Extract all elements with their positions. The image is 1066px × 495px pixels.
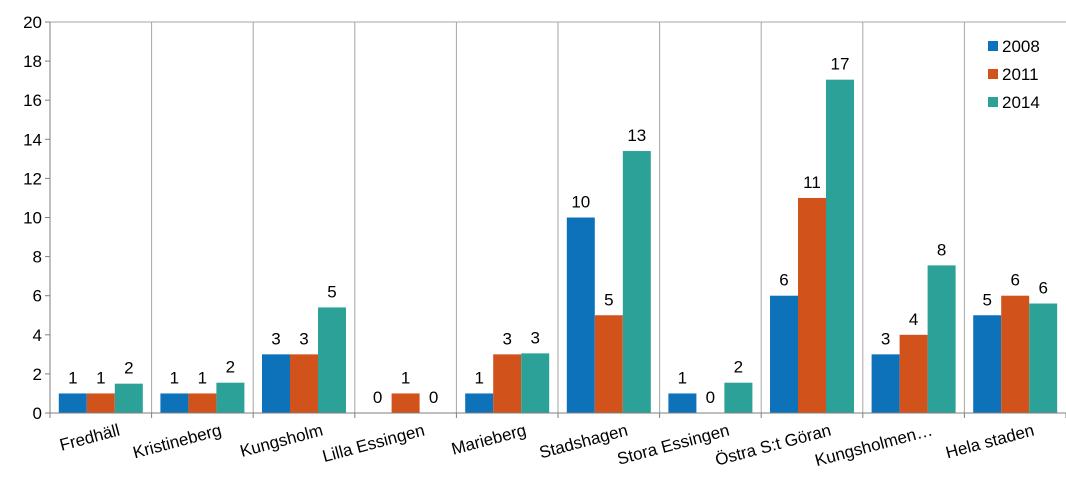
data-label: 0 <box>706 388 715 407</box>
data-label: 1 <box>678 368 687 387</box>
bar <box>899 334 928 413</box>
data-label: 1 <box>96 368 105 387</box>
x-tick-label: Kristineberg <box>131 421 224 463</box>
y-tick-label: 14 <box>23 130 42 149</box>
bar <box>188 393 217 413</box>
data-label: 1 <box>474 368 483 387</box>
y-tick-label: 10 <box>23 209 42 228</box>
legend-label: 2014 <box>1002 93 1040 112</box>
y-tick-label: 18 <box>23 52 42 71</box>
x-tick-label: Stora Essingen <box>615 421 731 469</box>
y-tick-label: 2 <box>33 365 42 384</box>
legend: 2008 2011 2014 <box>988 37 1040 112</box>
data-label: 5 <box>982 290 991 309</box>
bar <box>160 393 189 413</box>
y-tick-label: 16 <box>23 91 42 110</box>
legend-swatch <box>988 97 998 107</box>
data-label: 6 <box>1010 271 1019 290</box>
grid-lines <box>50 21 1066 413</box>
data-label: 10 <box>571 193 590 212</box>
x-tick-label: Kungsholmen… <box>813 421 935 471</box>
legend-label: 2011 <box>1002 65 1039 84</box>
data-label: 3 <box>502 329 511 348</box>
y-tick-label: 20 <box>23 13 42 32</box>
bar <box>668 393 697 413</box>
data-label: 2 <box>124 359 133 378</box>
x-tick-label: Fredhäll <box>58 421 122 455</box>
bar <box>58 393 87 413</box>
bar <box>871 354 900 413</box>
bar <box>262 354 290 413</box>
data-label: 4 <box>909 310 918 329</box>
bar <box>493 354 522 413</box>
y-tick-label: 12 <box>23 169 42 188</box>
data-label: 6 <box>1038 279 1047 298</box>
bar <box>318 307 346 413</box>
data-label: 1 <box>68 368 77 387</box>
legend-swatch <box>988 69 998 79</box>
data-label: 1 <box>401 368 410 387</box>
bar <box>622 151 651 413</box>
bar <box>465 393 494 413</box>
bar <box>594 315 623 413</box>
y-tick-label: 4 <box>33 326 42 345</box>
data-label: 17 <box>831 55 850 74</box>
data-label: 1 <box>198 368 207 387</box>
data-label: 3 <box>271 329 280 348</box>
x-tick-label: Marieberg <box>449 421 528 459</box>
data-label: 0 <box>373 388 382 407</box>
legend-swatch <box>988 41 998 51</box>
data-label: 2 <box>734 358 743 377</box>
bars <box>58 79 1058 414</box>
bar <box>566 217 595 413</box>
bar <box>114 383 143 413</box>
data-label: 5 <box>604 290 613 309</box>
x-tick-label: Hela staden <box>944 421 1037 463</box>
data-label: 13 <box>627 126 646 145</box>
bar <box>724 382 753 413</box>
y-tick-label: 0 <box>33 404 42 423</box>
bar <box>521 353 550 413</box>
x-tick-label: Kungsholm <box>238 421 325 461</box>
data-label: 3 <box>881 329 890 348</box>
bar <box>927 265 956 413</box>
data-label: 3 <box>530 328 539 347</box>
data-label: 1 <box>170 368 179 387</box>
data-label: 0 <box>429 388 438 407</box>
data-label: 2 <box>226 358 235 377</box>
bar <box>86 393 115 413</box>
y-tick-label: 8 <box>33 248 42 267</box>
data-label: 6 <box>779 271 788 290</box>
data-label: 5 <box>327 282 336 301</box>
bar <box>391 393 420 413</box>
bar <box>826 79 854 414</box>
bar <box>973 315 1002 413</box>
y-axis: 0 2 4 6 8 10 12 14 16 18 20 <box>23 13 51 423</box>
data-label: 8 <box>937 240 946 259</box>
bar <box>290 354 318 413</box>
legend-label: 2008 <box>1002 37 1040 56</box>
bar <box>1029 303 1058 413</box>
y-tick-label: 6 <box>33 287 42 306</box>
x-tick-label: Lilla Essingen <box>320 421 426 467</box>
bar <box>770 295 798 413</box>
bar <box>216 382 245 413</box>
data-label: 11 <box>803 173 821 192</box>
bar <box>798 197 826 413</box>
bar <box>1001 295 1030 413</box>
data-label: 3 <box>299 329 308 348</box>
